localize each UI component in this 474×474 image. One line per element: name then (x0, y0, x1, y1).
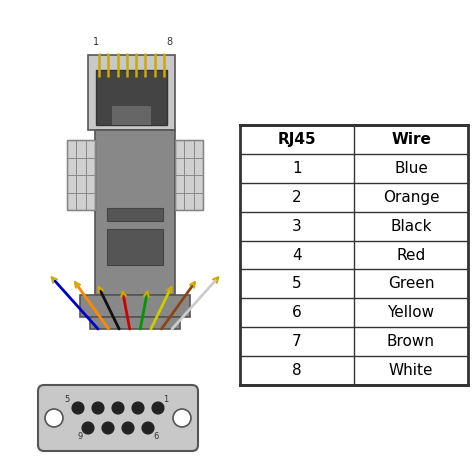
Text: Wire: Wire (391, 132, 431, 147)
Bar (96, 70, 167, 125)
Bar (175, 140, 203, 210)
Text: Green: Green (388, 276, 434, 292)
Bar (240, 125, 468, 385)
Text: 6: 6 (292, 305, 302, 320)
Text: 8: 8 (292, 363, 302, 378)
Circle shape (112, 402, 124, 414)
Circle shape (173, 409, 191, 427)
Circle shape (132, 402, 144, 414)
Text: Brown: Brown (387, 334, 435, 349)
Text: 2: 2 (292, 190, 302, 205)
Bar (107, 229, 163, 265)
Circle shape (45, 409, 63, 427)
Text: Orange: Orange (383, 190, 439, 205)
Bar (112, 106, 151, 125)
Bar (240, 125, 468, 385)
Text: 9: 9 (78, 432, 83, 441)
Text: Yellow: Yellow (387, 305, 435, 320)
Text: 1: 1 (93, 37, 99, 47)
Text: Blue: Blue (394, 161, 428, 176)
Text: 1: 1 (163, 395, 168, 404)
Circle shape (102, 422, 114, 434)
Text: White: White (389, 363, 433, 378)
Text: 5: 5 (292, 276, 302, 292)
Text: 8: 8 (166, 37, 172, 47)
Bar (107, 208, 163, 221)
Circle shape (152, 402, 164, 414)
Text: 5: 5 (65, 395, 70, 404)
Circle shape (72, 402, 84, 414)
Text: Black: Black (390, 219, 432, 234)
Text: 3: 3 (292, 219, 302, 234)
Bar (88, 55, 175, 130)
Text: 4: 4 (292, 247, 302, 263)
Text: 6: 6 (153, 432, 158, 441)
Circle shape (122, 422, 134, 434)
Circle shape (142, 422, 154, 434)
Bar (67, 140, 95, 210)
Bar (80, 295, 190, 317)
Text: Red: Red (396, 247, 426, 263)
Text: RJ45: RJ45 (278, 132, 316, 147)
Text: 1: 1 (292, 161, 302, 176)
Circle shape (92, 402, 104, 414)
Text: 7: 7 (292, 334, 302, 349)
Circle shape (82, 422, 94, 434)
Bar (90, 317, 180, 329)
Bar (95, 130, 175, 295)
FancyBboxPatch shape (38, 385, 198, 451)
